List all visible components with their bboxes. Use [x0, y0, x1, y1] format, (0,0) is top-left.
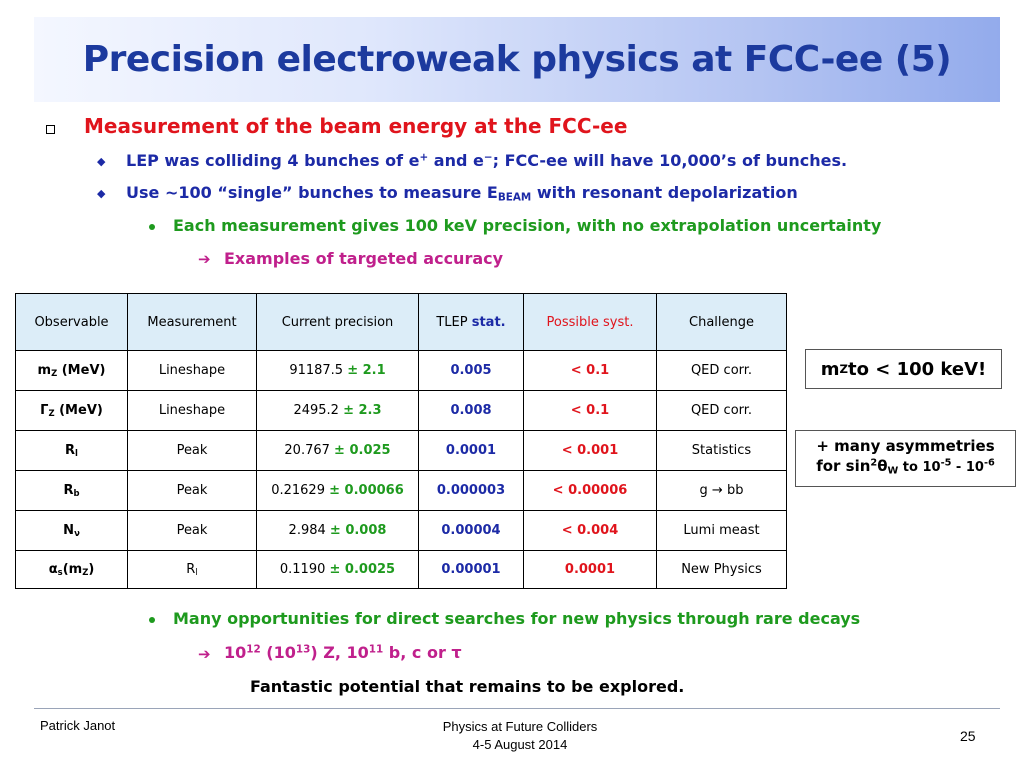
callout-asymmetries-line1: + many asymmetries [816, 437, 995, 455]
footer-event-date: 4-5 August 2014 [472, 737, 568, 752]
cell-current-precision: 0.1190 ± 0.0025 [256, 550, 419, 589]
cell-current-precision: 2.984 ± 0.008 [256, 510, 419, 551]
footer-author: Patrick Janot [40, 718, 116, 733]
cell-measurement: Lineshape [127, 390, 257, 431]
bullet-beam-energy: Measurement of the beam energy at the FC… [84, 114, 628, 138]
cell-possible-syst: < 0.001 [523, 430, 657, 471]
header-challenge: Challenge [656, 293, 787, 351]
header-possible-syst: Possible syst. [523, 293, 657, 351]
table-row: Rl Peak 20.767 ± 0.025 0.0001 < 0.001 St… [15, 430, 787, 471]
cell-current-precision: 2495.2 ± 2.3 [256, 390, 419, 431]
cell-possible-syst: < 0.1 [523, 350, 657, 391]
callout-asymmetries: + many asymmetries for sin2θW to 10-5 - … [795, 430, 1016, 487]
cell-observable: Nν [15, 510, 128, 551]
square-bullet-icon [46, 125, 55, 134]
cell-measurement: Peak [127, 430, 257, 471]
diamond-bullet-icon: ◆ [97, 187, 106, 200]
cell-challenge: New Physics [656, 550, 787, 589]
cell-challenge: Statistics [656, 430, 787, 471]
cell-current-precision: 0.21629 ± 0.00066 [256, 470, 419, 511]
precision-table: Observable Measurement Current precision… [15, 293, 787, 589]
cell-measurement: Rl [127, 550, 257, 589]
header-observable: Observable [15, 293, 128, 351]
footer-event: Physics at Future Colliders 4-5 August 2… [360, 718, 680, 754]
bullet-single-bunches: Use ~100 “single” bunches to measure EBE… [126, 183, 798, 204]
header-current-precision: Current precision [256, 293, 419, 351]
cell-challenge: QED corr. [656, 350, 787, 391]
footer-divider [34, 708, 1000, 709]
table-row: ΓZ (MeV) Lineshape 2495.2 ± 2.3 0.008 < … [15, 390, 787, 431]
cell-current-precision: 91187.5 ± 2.1 [256, 350, 419, 391]
cell-current-precision: 20.767 ± 0.025 [256, 430, 419, 471]
cell-tlep-stat: 0.00004 [418, 510, 524, 551]
cell-observable: αs(mZ) [15, 550, 128, 589]
cell-tlep-stat: 0.005 [418, 350, 524, 391]
cell-measurement: Peak [127, 510, 257, 551]
bullet-targeted-accuracy: Examples of targeted accuracy [224, 249, 504, 268]
cell-possible-syst: < 0.00006 [523, 470, 657, 511]
header-measurement: Measurement [127, 293, 257, 351]
header-tlep-stat: TLEP stat. [418, 293, 524, 351]
callout-asymmetries-line2: for sin2θW to 10-5 - 10-6 [816, 457, 995, 477]
cell-tlep-stat: 0.008 [418, 390, 524, 431]
bullet-lep-bunches: LEP was colliding 4 bunches of e+ and e−… [126, 151, 848, 170]
cell-tlep-stat: 0.00001 [418, 550, 524, 589]
dot-bullet-icon [149, 617, 155, 623]
cell-challenge: g → bb [656, 470, 787, 511]
cell-possible-syst: < 0.1 [523, 390, 657, 431]
cell-measurement: Peak [127, 470, 257, 511]
cell-possible-syst: < 0.004 [523, 510, 657, 551]
dot-bullet-icon [149, 224, 155, 230]
diamond-bullet-icon: ◆ [97, 155, 106, 168]
cell-challenge: Lumi meast [656, 510, 787, 551]
cell-observable: ΓZ (MeV) [15, 390, 128, 431]
cell-possible-syst: 0.0001 [523, 550, 657, 589]
table-row: Rb Peak 0.21629 ± 0.00066 0.000003 < 0.0… [15, 470, 787, 511]
cell-tlep-stat: 0.0001 [418, 430, 524, 471]
cell-observable: mZ (MeV) [15, 350, 128, 391]
cell-observable: Rl [15, 430, 128, 471]
footer-event-name: Physics at Future Colliders [442, 719, 598, 734]
cell-measurement: Lineshape [127, 350, 257, 391]
bullet-measurement-precision: Each measurement gives 100 keV precision… [173, 216, 882, 235]
table-row: αs(mZ) Rl 0.1190 ± 0.0025 0.00001 0.0001… [15, 550, 787, 589]
arrow-right-icon: ➔ [198, 645, 211, 663]
arrow-right-icon: ➔ [198, 250, 211, 268]
bullet-event-counts: 1012 (1013) Z, 1011 b, c or τ [224, 643, 462, 662]
bullet-rare-decays: Many opportunities for direct searches f… [173, 609, 861, 628]
cell-tlep-stat: 0.000003 [418, 470, 524, 511]
table-row: mZ (MeV) Lineshape 91187.5 ± 2.1 0.005 <… [15, 350, 787, 391]
table-header-row: Observable Measurement Current precision… [15, 293, 787, 351]
conclusion-text: Fantastic potential that remains to be e… [250, 677, 685, 696]
slide-title: Precision electroweak physics at FCC-ee … [82, 39, 952, 80]
cell-challenge: QED corr. [656, 390, 787, 431]
title-bar: Precision electroweak physics at FCC-ee … [34, 17, 1000, 102]
table-row: Nν Peak 2.984 ± 0.008 0.00004 < 0.004 Lu… [15, 510, 787, 551]
page-number: 25 [960, 728, 976, 744]
cell-observable: Rb [15, 470, 128, 511]
